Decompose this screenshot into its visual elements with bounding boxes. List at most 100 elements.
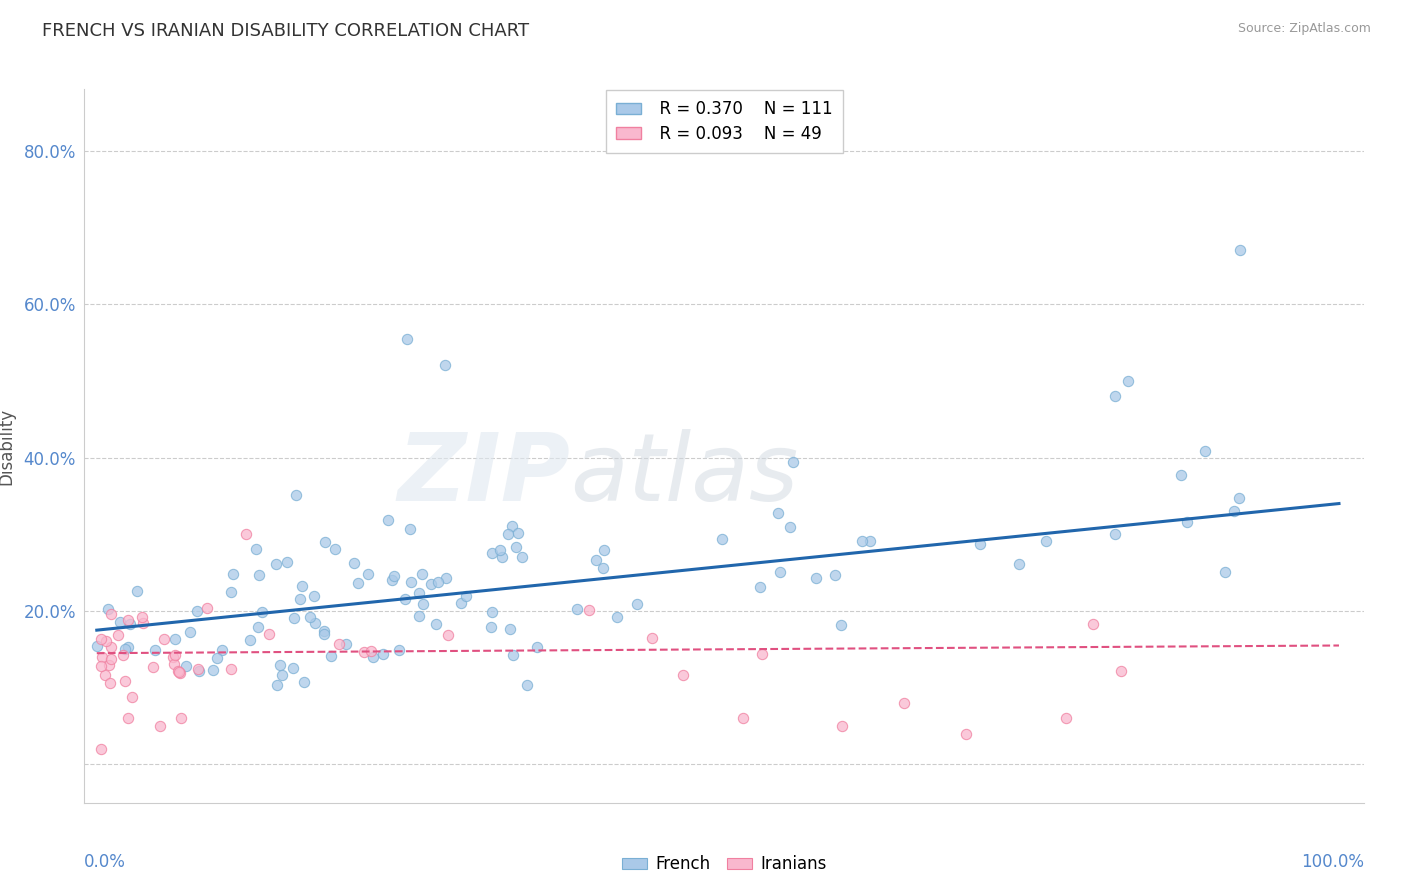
Point: [955, 727, 977, 741]
Point: [170, 711, 193, 725]
Point: [132, 615, 155, 630]
Point: [731, 711, 754, 725]
Point: [1229, 244, 1251, 258]
Point: [86, 639, 108, 653]
Point: [266, 557, 288, 571]
Point: [592, 560, 614, 574]
Point: [381, 573, 404, 587]
Point: [779, 520, 801, 534]
Point: [205, 651, 228, 665]
Point: [304, 615, 326, 630]
Point: [166, 664, 188, 678]
Point: [195, 601, 218, 615]
Point: [394, 591, 416, 606]
Point: [1035, 534, 1057, 549]
Point: [94, 634, 117, 648]
Point: [162, 649, 184, 664]
Point: [131, 610, 153, 624]
Point: [830, 617, 852, 632]
Point: [377, 513, 399, 527]
Point: [252, 605, 274, 619]
Point: [969, 537, 991, 551]
Point: [269, 657, 291, 672]
Text: 0.0%: 0.0%: [84, 853, 127, 871]
Point: [893, 696, 915, 710]
Point: [97, 601, 120, 615]
Point: [606, 610, 628, 624]
Point: [143, 643, 166, 657]
Point: [499, 623, 522, 637]
Point: [187, 662, 209, 676]
Point: [219, 585, 242, 599]
Point: [450, 596, 472, 610]
Point: [343, 556, 366, 570]
Point: [396, 332, 419, 346]
Point: [526, 640, 548, 654]
Point: [90, 742, 112, 756]
Point: [222, 567, 245, 582]
Point: [169, 665, 191, 680]
Point: [1223, 503, 1246, 517]
Point: [751, 647, 773, 661]
Point: [804, 570, 827, 584]
Point: [585, 552, 607, 566]
Point: [314, 626, 336, 640]
Point: [271, 668, 294, 682]
Point: [153, 632, 176, 647]
Point: [824, 567, 846, 582]
Point: [768, 506, 790, 520]
Point: [510, 550, 533, 565]
Point: [100, 651, 122, 665]
Point: [401, 575, 423, 590]
Point: [188, 664, 211, 678]
Point: [1116, 374, 1139, 388]
Point: [186, 604, 208, 618]
Point: [1215, 566, 1237, 580]
Point: [314, 534, 336, 549]
Text: atlas: atlas: [571, 429, 799, 520]
Point: [328, 637, 350, 651]
Point: [481, 605, 503, 619]
Point: [437, 627, 460, 641]
Point: [91, 650, 114, 665]
Point: [412, 598, 434, 612]
Point: [408, 586, 430, 600]
Point: [578, 603, 600, 617]
Point: [425, 616, 447, 631]
Point: [302, 590, 325, 604]
Point: [496, 527, 519, 541]
Point: [283, 661, 305, 675]
Point: [219, 662, 242, 676]
Point: [769, 566, 792, 580]
Point: [408, 608, 430, 623]
Point: [831, 719, 853, 733]
Point: [245, 542, 267, 557]
Point: [142, 659, 165, 673]
Point: [114, 674, 136, 689]
Point: [117, 640, 139, 654]
Point: [179, 624, 201, 639]
Point: [433, 359, 456, 373]
Point: [107, 628, 129, 642]
Point: [291, 579, 314, 593]
Y-axis label: Disability: Disability: [0, 408, 15, 484]
Point: [118, 617, 141, 632]
Point: [505, 541, 527, 555]
Point: [859, 534, 882, 549]
Point: [411, 566, 433, 581]
Point: [1227, 491, 1250, 505]
Point: [247, 567, 270, 582]
Point: [748, 580, 770, 594]
Text: 100.0%: 100.0%: [1301, 853, 1364, 871]
Point: [167, 665, 190, 680]
Point: [292, 674, 315, 689]
Point: [360, 644, 382, 658]
Point: [1081, 617, 1104, 632]
Point: [319, 648, 342, 663]
Point: [1175, 515, 1198, 529]
Point: [257, 626, 280, 640]
Point: [479, 620, 502, 634]
Point: [851, 533, 873, 548]
Point: [782, 455, 804, 469]
Point: [353, 645, 375, 659]
